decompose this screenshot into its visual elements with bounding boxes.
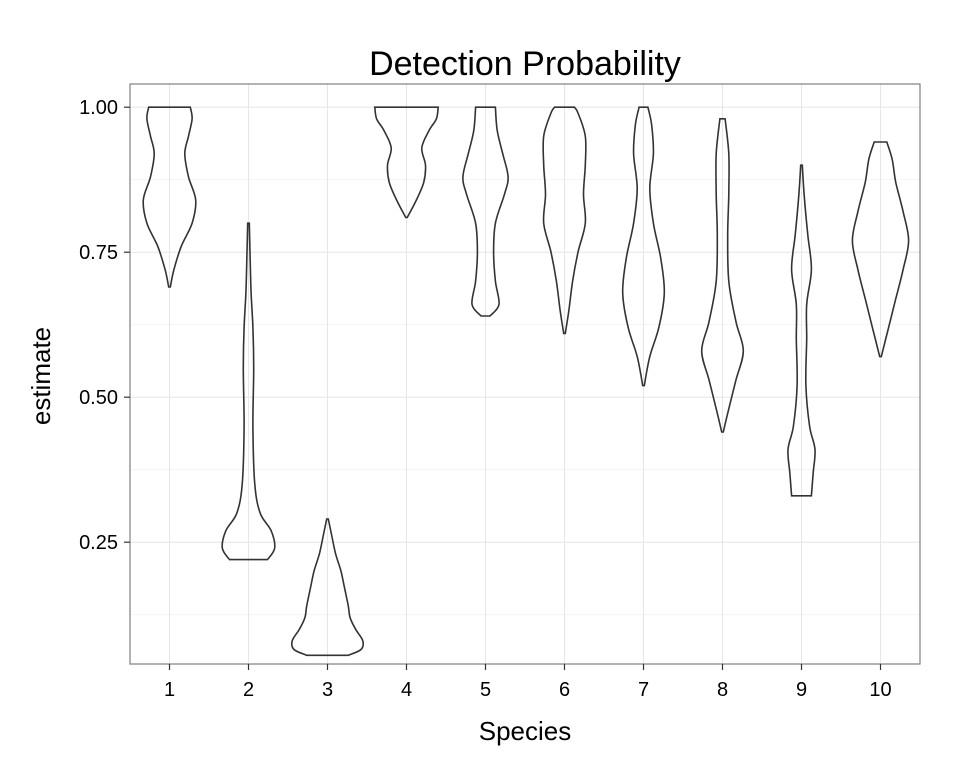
y-tick-label: 0.25	[79, 532, 118, 554]
plot-panel	[129, 83, 921, 665]
violin-species-1	[142, 106, 197, 288]
x-tick-label: 9	[796, 679, 807, 701]
violin-species-10	[851, 141, 910, 358]
grid-lines	[130, 84, 920, 664]
y-axis: 0.25 0.50 0.75 1.00	[79, 97, 130, 554]
violin-species-8	[700, 118, 745, 433]
x-tick-label: 6	[559, 679, 570, 701]
y-tick-label: 0.50	[79, 387, 118, 409]
violin-species-5	[462, 106, 509, 317]
x-tick-label: 7	[638, 679, 649, 701]
y-axis-title: estimate	[26, 327, 56, 425]
x-axis: 1 2 3 4 5 6 7 8 9 10	[164, 664, 892, 701]
x-tick-label: 5	[480, 679, 491, 701]
x-tick-label: 2	[243, 679, 254, 701]
violin-species-4	[373, 106, 440, 219]
x-tick-label: 1	[164, 679, 175, 701]
y-tick-label: 0.75	[79, 242, 118, 264]
violins	[142, 106, 910, 657]
x-axis-title: Species	[479, 716, 572, 746]
chart-title: Detection Probability	[369, 45, 681, 83]
violin-species-9	[787, 164, 816, 497]
violin-species-7	[621, 106, 666, 387]
violin-species-3	[290, 518, 365, 657]
violin-species-2	[221, 222, 276, 561]
x-tick-label: 8	[717, 679, 728, 701]
violin-species-6	[542, 106, 587, 335]
x-tick-label: 4	[401, 679, 412, 701]
x-tick-label: 10	[869, 679, 891, 701]
x-tick-label: 3	[322, 679, 333, 701]
y-tick-label: 1.00	[79, 97, 118, 119]
